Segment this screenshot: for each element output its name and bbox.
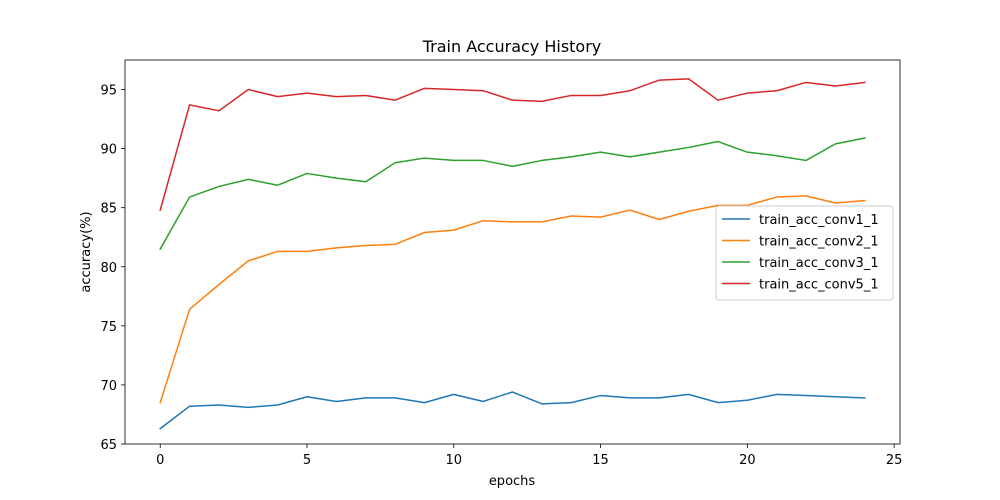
y-tick-label: 95 [100,84,117,99]
series-line-train_acc_conv3_1 [159,137,866,251]
x-tick-label: 25 [886,453,903,468]
legend-label-train_acc_conv2_1: train_acc_conv2_1 [759,235,879,250]
y-tick-label: 90 [100,143,117,158]
y-tick-label: 75 [100,320,117,335]
series-line-train_acc_conv2_1 [159,195,866,404]
series-line-train_acc_conv5_1 [159,78,866,211]
chart-title: Train Accuracy History [422,37,602,56]
y-tick-label: 65 [100,438,117,453]
legend-label-train_acc_conv1_1: train_acc_conv1_1 [759,213,879,228]
legend-label-train_acc_conv3_1: train_acc_conv3_1 [759,256,879,271]
legend-box [715,205,894,301]
x-tick-label: 5 [303,453,311,468]
x-tick-label: 0 [156,453,164,468]
series-line-train_acc_conv1_1 [159,391,866,430]
legend-label-train_acc_conv5_1: train_acc_conv5_1 [759,278,879,293]
plot-frame [124,59,901,445]
y-tick-label: 70 [100,379,117,394]
plot-area: 0 5 10 15 20 25 65 70 75 80 85 90 95 train_acc_conv1_… [100,59,903,468]
x-tick-label: 15 [592,453,609,468]
x-axis-title: epochs [489,474,536,489]
x-tick-label: 10 [446,453,463,468]
x-tick-label: 20 [739,453,756,468]
y-tick-label: 85 [100,202,117,217]
y-tick-label: 80 [100,261,117,276]
y-axis-title: accuracy(%) [79,211,94,292]
